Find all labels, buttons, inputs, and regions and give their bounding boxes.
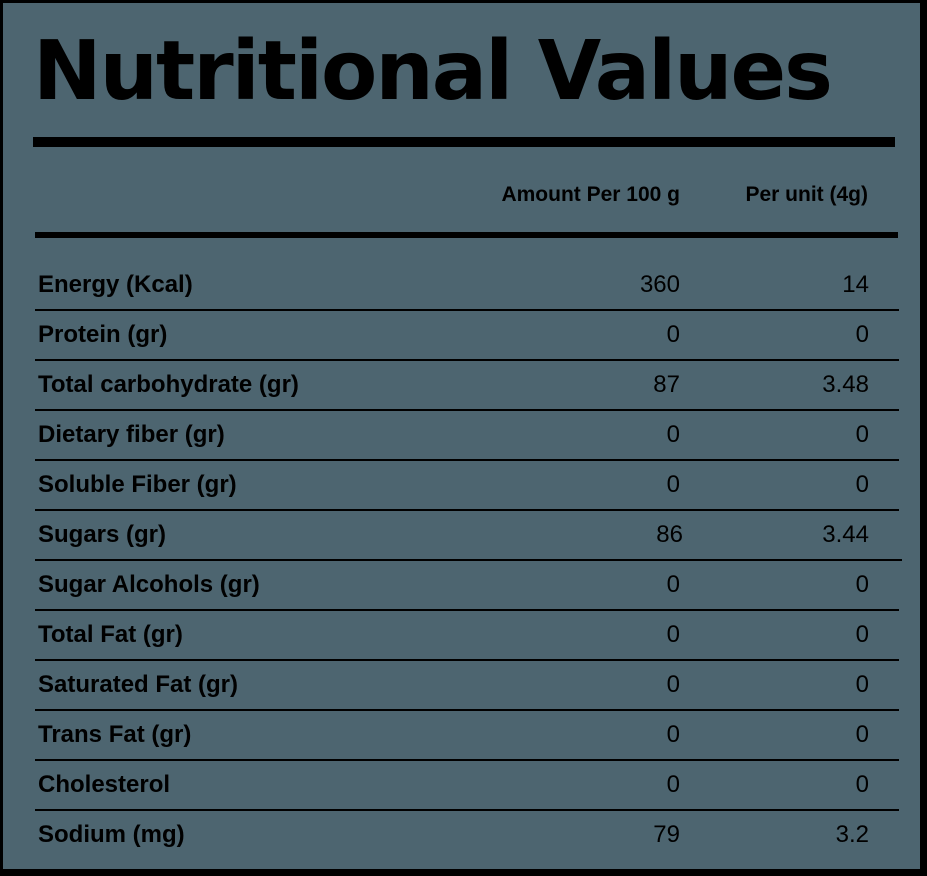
table-row: Saturated Fat (gr) 0 0 — [35, 661, 899, 711]
value-per-unit: 0 — [855, 321, 869, 348]
table-row: Sugars (gr) 86 3.44 — [35, 511, 902, 561]
table-row: Energy (Kcal) 360 14 — [35, 261, 899, 311]
nutrition-panel: Nutritional Values Amount Per 100 g Per … — [3, 3, 920, 869]
value-per-unit: 3.2 — [835, 821, 869, 848]
nutrient-name: Energy (Kcal) — [38, 271, 193, 298]
nutrition-table: Energy (Kcal) 360 14 Protein (gr) 0 0 To… — [3, 261, 920, 859]
nutrient-name: Total Fat (gr) — [38, 621, 183, 648]
nutrient-name: Saturated Fat (gr) — [38, 671, 239, 698]
value-per-unit: 14 — [842, 271, 869, 298]
value-per-unit: 3.44 — [822, 521, 869, 548]
page-title: Nutritional Values — [33, 24, 833, 119]
value-per-unit: 3.48 — [822, 371, 869, 398]
nutrient-name: Total carbohydrate (gr) — [38, 371, 299, 398]
table-row: Dietary fiber (gr) 0 0 — [35, 411, 899, 461]
value-per-100g: 0 — [666, 721, 680, 748]
table-row: Sodium (mg) 79 3.2 — [35, 811, 899, 859]
header-divider — [35, 232, 898, 238]
value-per-100g: 0 — [666, 421, 680, 448]
table-row: Total carbohydrate (gr) 87 3.48 — [35, 361, 899, 411]
nutrient-name: Sodium (mg) — [38, 821, 185, 848]
value-per-unit: 0 — [855, 621, 869, 648]
value-per-100g: 86 — [656, 521, 683, 548]
title-divider — [33, 137, 895, 147]
table-row: Total Fat (gr) 0 0 — [35, 611, 899, 661]
value-per-100g: 79 — [653, 821, 680, 848]
nutrient-name: Soluble Fiber (gr) — [38, 471, 237, 498]
nutrient-name: Sugars (gr) — [38, 521, 167, 548]
table-row: Protein (gr) 0 0 — [35, 311, 899, 361]
nutrient-name: Trans Fat (gr) — [38, 721, 192, 748]
value-per-100g: 0 — [666, 471, 680, 498]
value-per-100g: 0 — [666, 621, 680, 648]
table-row: Sugar Alcohols (gr) 0 0 — [35, 561, 899, 611]
value-per-100g: 87 — [653, 371, 680, 398]
value-per-unit: 0 — [855, 471, 869, 498]
value-per-100g: 0 — [666, 671, 680, 698]
table-row: Trans Fat (gr) 0 0 — [35, 711, 899, 761]
table-row: Soluble Fiber (gr) 0 0 — [35, 461, 899, 511]
value-per-unit: 0 — [855, 721, 869, 748]
value-per-unit: 0 — [855, 571, 869, 598]
value-per-100g: 360 — [639, 271, 680, 298]
value-per-100g: 0 — [666, 571, 680, 598]
nutrient-name: Cholesterol — [38, 771, 171, 798]
column-header-per-100g: Amount Per 100 g — [501, 183, 680, 206]
nutrient-name: Protein (gr) — [38, 321, 168, 348]
table-row: Cholesterol 0 0 — [35, 761, 899, 811]
nutrient-name: Sugar Alcohols (gr) — [38, 571, 260, 598]
value-per-unit: 0 — [855, 671, 869, 698]
value-per-unit: 0 — [855, 421, 869, 448]
value-per-100g: 0 — [666, 321, 680, 348]
value-per-unit: 0 — [855, 771, 869, 798]
value-per-100g: 0 — [666, 771, 680, 798]
nutrient-name: Dietary fiber (gr) — [38, 421, 225, 448]
column-header-per-unit: Per unit (4g) — [745, 183, 868, 206]
